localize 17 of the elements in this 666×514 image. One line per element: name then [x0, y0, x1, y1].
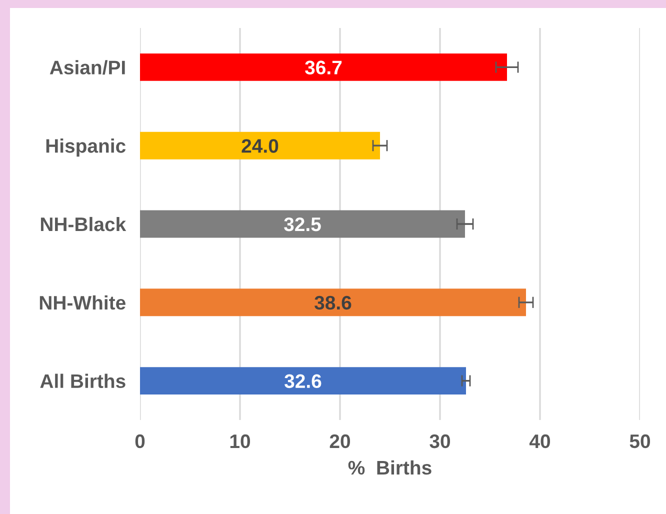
data-label: 36.7 [305, 60, 342, 74]
data-label: 32.5 [284, 217, 321, 232]
x-tick-label: 30 [430, 434, 450, 448]
y-tick-label: Hispanic [46, 138, 126, 157]
data-label: 24.0 [242, 139, 278, 153]
data-label: 32.6 [284, 374, 322, 388]
x-tick-label: 40 [529, 434, 550, 448]
data-label: 38.6 [314, 296, 352, 310]
y-tick-label: All Births [40, 374, 126, 388]
x-tick-label: 0 [135, 434, 145, 448]
x-tick-label: 20 [330, 434, 350, 448]
x-axis-title: % Births [348, 460, 432, 475]
y-tick-label: Asian/PI [50, 60, 125, 75]
y-tick-label: NH-White [40, 295, 126, 310]
x-tick-label: 50 [630, 434, 650, 448]
y-tick-label: NH-Black [40, 216, 126, 232]
x-tick-label: 10 [230, 434, 250, 448]
